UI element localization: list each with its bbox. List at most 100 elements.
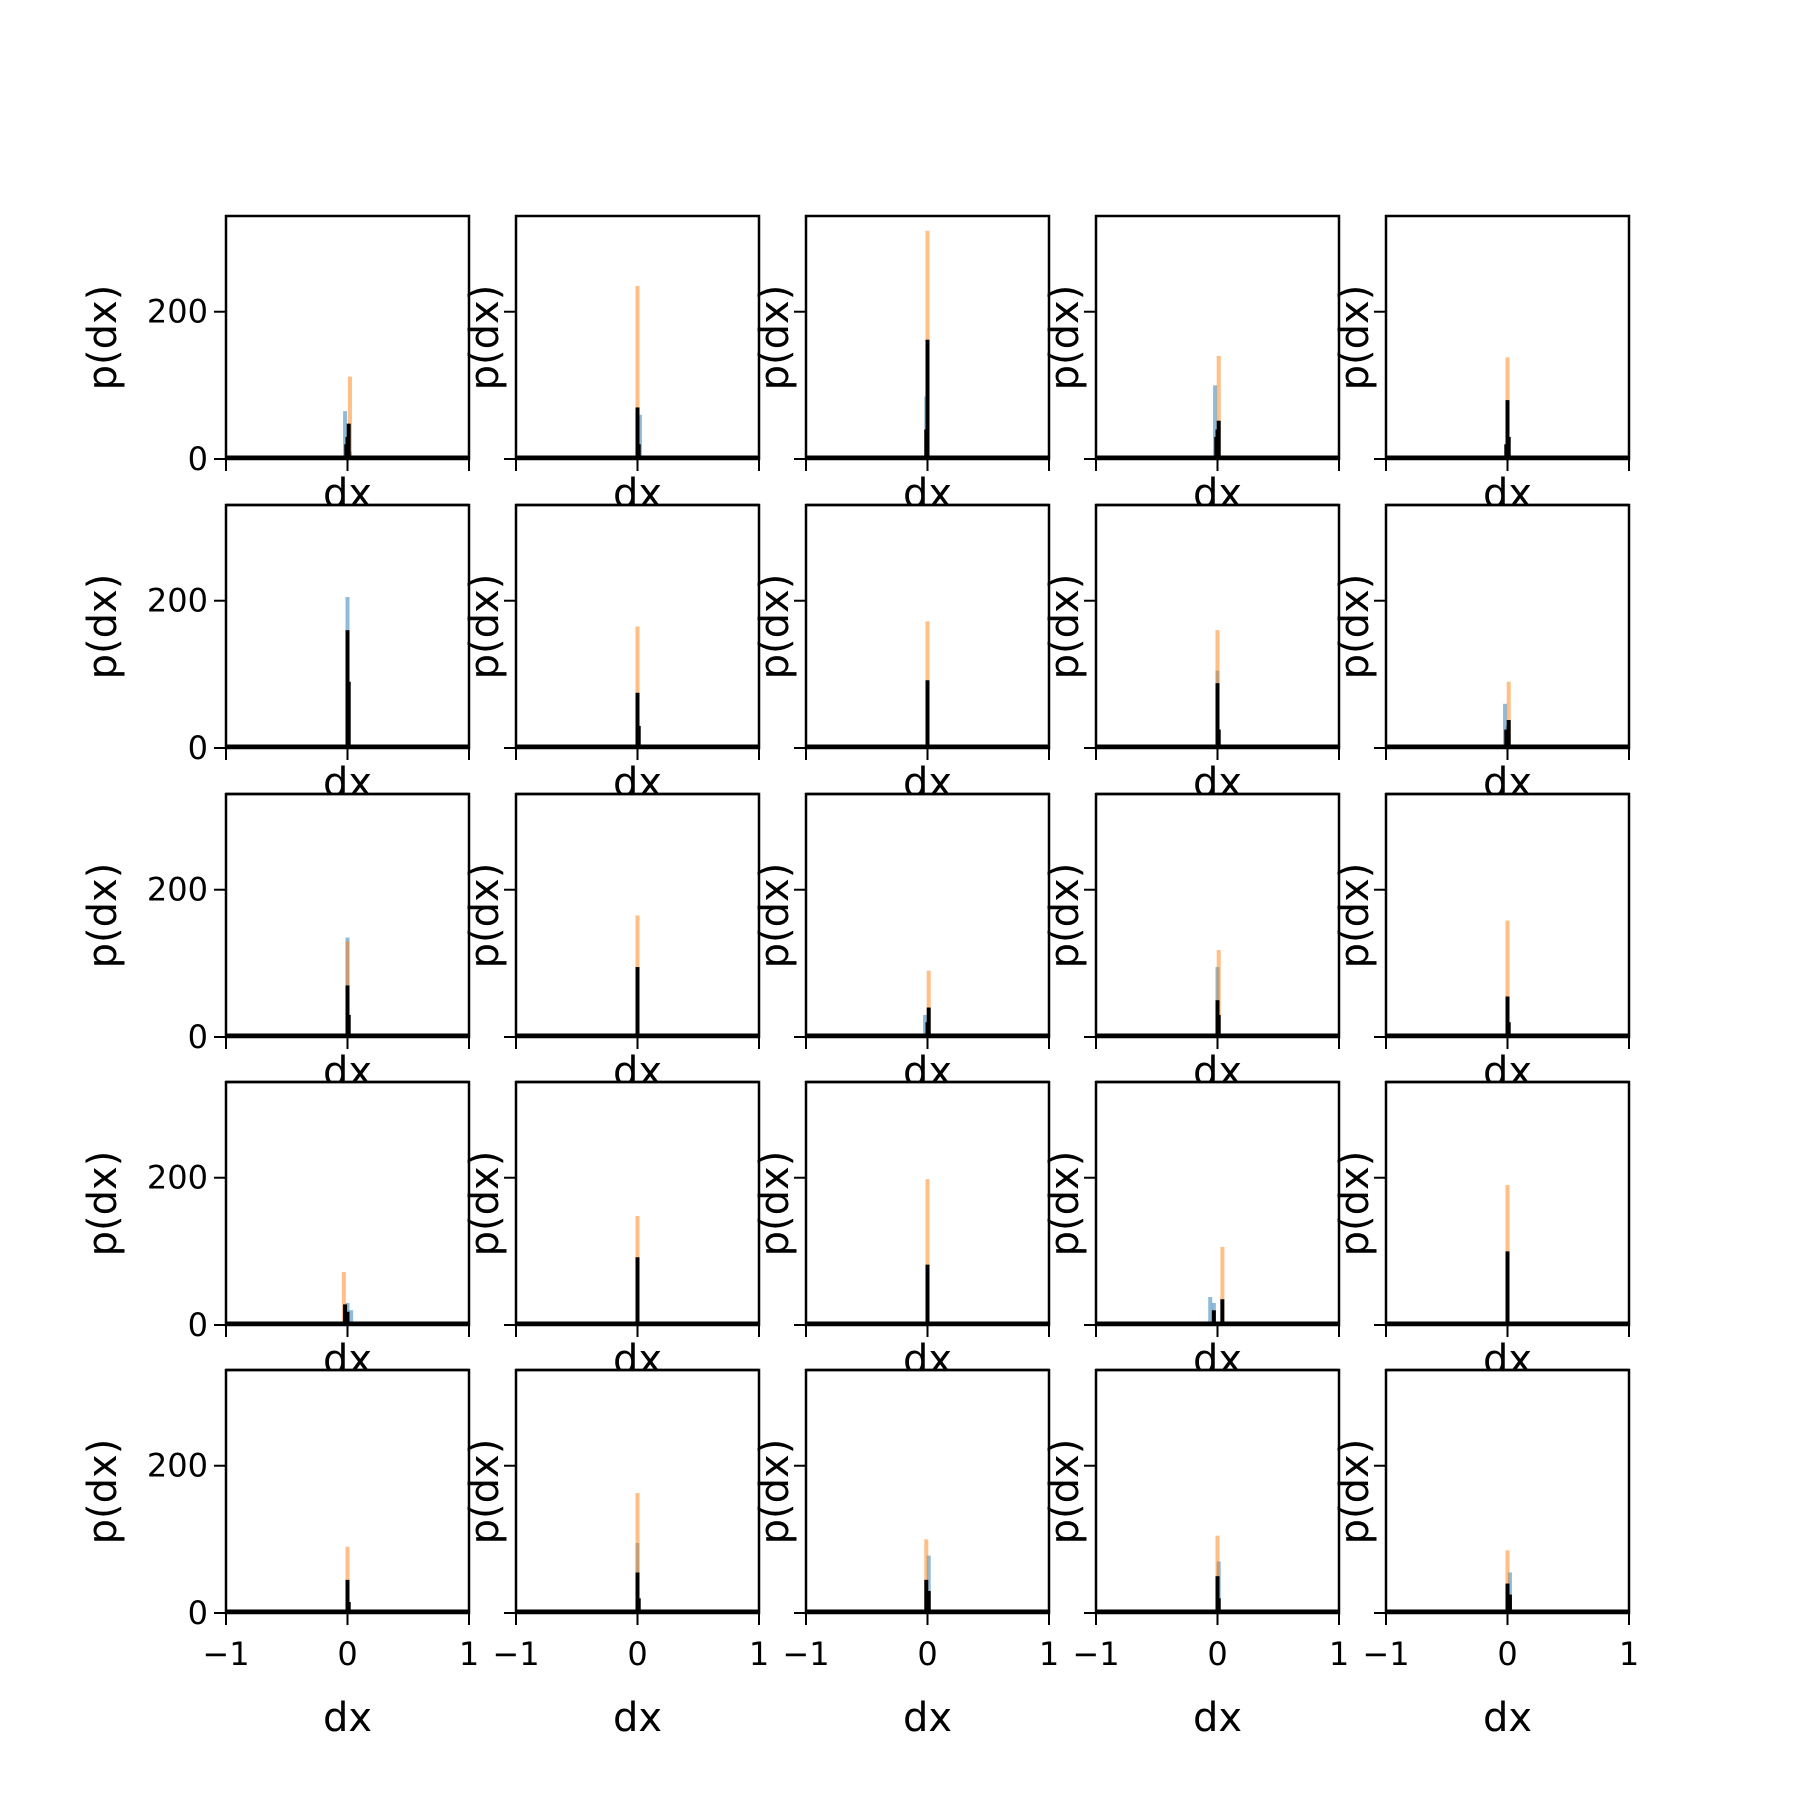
panels-group: 0200p(dx)dxp(dx)dxp(dx)dxp(dx)dxp(dx)dx0… xyxy=(80,214,1643,1741)
y-axis-label: p(dx) xyxy=(1042,1151,1088,1257)
x-tick-label: 1 xyxy=(1619,1635,1639,1673)
x-tick-label: −1 xyxy=(1072,1635,1119,1673)
histogram-bar xyxy=(926,1007,931,1037)
histogram-bar xyxy=(345,1311,350,1325)
histogram-bar xyxy=(637,414,642,459)
histogram-bar xyxy=(1505,996,1510,1037)
y-axis-label: p(dx) xyxy=(80,574,126,680)
y-tick-label: 200 xyxy=(147,582,208,620)
histogram-bar xyxy=(1505,400,1510,459)
label-overlap-mask xyxy=(502,1369,773,1395)
histogram-bar xyxy=(345,1579,350,1613)
histogram-bar xyxy=(1208,1297,1213,1325)
histogram-bar xyxy=(341,1271,346,1325)
label-overlap-mask xyxy=(502,793,773,819)
histogram-panel-r2c5: p(dx)dx xyxy=(1332,503,1643,819)
y-axis-label: p(dx) xyxy=(752,863,798,969)
y-axis-label: p(dx) xyxy=(1042,574,1088,680)
y-axis-label: p(dx) xyxy=(752,574,798,680)
histogram-bar xyxy=(925,1179,930,1325)
histogram-panel-r3c3: p(dx)dx xyxy=(752,792,1063,1107)
histogram-bar xyxy=(1506,681,1511,748)
histogram-bar xyxy=(635,967,640,1037)
label-overlap-mask xyxy=(1082,1081,1353,1107)
y-axis-label: p(dx) xyxy=(80,1439,126,1545)
histogram-panel-r5c4: −1 0 1 p(dx) dx xyxy=(1042,1368,1349,1741)
histogram-bar xyxy=(1507,1594,1512,1613)
label-overlap-mask xyxy=(1082,1369,1353,1395)
label-overlap-mask xyxy=(502,1081,773,1107)
x-tick-label: 0 xyxy=(917,1635,937,1673)
histogram-bar xyxy=(343,411,348,459)
y-axis-label: p(dx) xyxy=(752,1439,798,1545)
histogram-bar xyxy=(1503,703,1508,748)
histogram-bar xyxy=(924,1579,929,1613)
histogram-bar xyxy=(1506,1022,1511,1037)
y-axis-label: p(dx) xyxy=(1042,863,1088,969)
histogram-bar xyxy=(346,681,351,748)
histogram-bar xyxy=(926,1555,931,1613)
histogram-bar xyxy=(1216,950,1221,1037)
y-axis-label: p(dx) xyxy=(462,574,508,680)
histogram-panel-r5c3: −1 0 1 p(dx) dx xyxy=(752,1368,1059,1741)
histogram-bar xyxy=(635,1572,640,1613)
histogram-panel-r4c5: p(dx)dx xyxy=(1332,1080,1643,1395)
histogram-bar xyxy=(1505,1550,1510,1613)
histogram-bar xyxy=(349,1310,354,1325)
label-overlap-mask xyxy=(792,1369,1063,1395)
histogram-panel-r5c2: −1 0 1 p(dx) dx xyxy=(462,1368,769,1741)
histogram-bar xyxy=(635,1492,640,1613)
x-tick-label: 1 xyxy=(1039,1635,1059,1673)
x-axis-label: dx xyxy=(903,1695,952,1741)
histogram-bar xyxy=(1216,1014,1221,1037)
histogram-bar xyxy=(1220,1299,1225,1325)
y-axis-label: p(dx) xyxy=(1332,574,1378,680)
histogram-bar xyxy=(346,1601,351,1613)
x-tick-label: −1 xyxy=(782,1635,829,1673)
y-axis-label: p(dx) xyxy=(1332,1151,1378,1257)
histogram-bar xyxy=(1220,1246,1225,1325)
histogram-bar xyxy=(925,680,930,748)
y-axis-label: p(dx) xyxy=(752,285,798,391)
histogram-panel-r1c3: p(dx)dx xyxy=(752,214,1063,530)
histogram-bar xyxy=(635,1257,640,1325)
histogram-panel-r2c4: p(dx)dx xyxy=(1042,503,1353,819)
y-axis-label: p(dx) xyxy=(462,863,508,969)
x-tick-label: −1 xyxy=(202,1635,249,1673)
histogram-bar xyxy=(1216,1598,1221,1613)
histogram-bar xyxy=(345,985,350,1037)
histogram-bar xyxy=(636,725,641,748)
histogram-bar xyxy=(1505,1583,1510,1613)
histogram-panel-r1c4: p(dx)dx xyxy=(1042,214,1353,530)
y-axis-label: p(dx) xyxy=(1332,1439,1378,1545)
y-tick-label: 0 xyxy=(188,440,208,478)
histogram-bar xyxy=(635,285,640,459)
y-axis-label: p(dx) xyxy=(752,1151,798,1257)
y-axis-label: p(dx) xyxy=(462,1151,508,1257)
histogram-bar xyxy=(926,970,931,1037)
y-axis-label: p(dx) xyxy=(80,1151,126,1257)
y-axis-label: p(dx) xyxy=(80,863,126,969)
histogram-bar xyxy=(1213,385,1218,459)
histogram-bar xyxy=(1215,1535,1220,1613)
histogram-bar xyxy=(923,1014,928,1037)
histogram-panel-r3c5: p(dx)dx xyxy=(1332,792,1643,1107)
histogram-bar xyxy=(926,1590,931,1613)
label-overlap-mask xyxy=(1082,793,1353,819)
histogram-bar xyxy=(1505,1251,1510,1325)
histogram-bar xyxy=(1211,1310,1216,1325)
histogram-bar xyxy=(1216,355,1221,459)
y-axis-label: p(dx) xyxy=(1332,285,1378,391)
histogram-bar xyxy=(924,1539,929,1613)
histogram-bar xyxy=(1215,1576,1220,1613)
histogram-panel-r1c5: p(dx)dx xyxy=(1332,214,1643,530)
label-overlap-mask xyxy=(1372,1081,1643,1107)
y-tick-label: 200 xyxy=(147,871,208,909)
histogram-bar xyxy=(1216,729,1221,748)
y-tick-label: 0 xyxy=(188,729,208,767)
histogram-bar xyxy=(635,407,640,459)
